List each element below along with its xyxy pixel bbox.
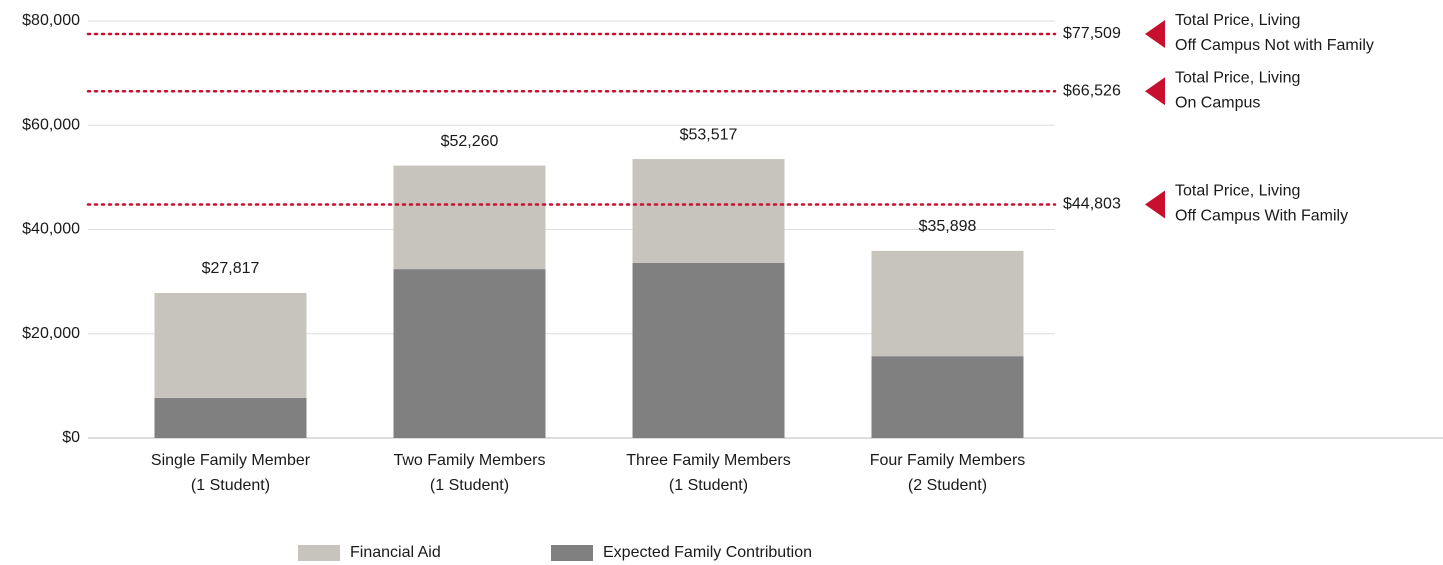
reference-pointer [1145,19,1165,48]
reference-text: Off Campus With Family [1175,208,1348,225]
y-tick-label: $80,000 [22,12,80,29]
reference-text: Off Campus Not with Family [1175,37,1374,54]
reference-value-label: $77,509 [1063,25,1121,42]
x-tick-label: Two Family Members [393,452,545,469]
bar-segment [871,356,1024,438]
y-tick-label: $0 [62,429,80,446]
bar-segment [154,397,307,438]
total-label: $52,260 [441,133,499,150]
legend-swatch [551,545,593,561]
y-tick-label: $60,000 [22,116,80,133]
x-tick-label: Single Family Member [151,452,311,469]
legend-label: Expected Family Contribution [603,544,812,561]
legend-swatch [298,545,340,561]
reference-value-label: $66,526 [1063,82,1121,99]
reference-text: Total Price, Living [1175,69,1300,86]
y-tick-label: $40,000 [22,221,80,238]
legend-label: Financial Aid [350,544,441,561]
x-tick-label: (1 Student) [669,477,748,494]
total-label: $53,517 [680,126,738,143]
x-tick-label: Three Family Members [626,452,790,469]
reference-value-label: $44,803 [1063,196,1121,213]
y-tick-label: $20,000 [22,325,80,342]
x-tick-label: (1 Student) [191,477,270,494]
reference-text: Total Price, Living [1175,183,1300,200]
bar-segment [632,262,785,438]
bar-segment [393,269,546,438]
bar-segment [393,165,546,270]
total-label: $27,817 [202,260,260,277]
reference-pointer [1145,190,1165,219]
reference-pointer [1145,77,1165,106]
bar-segment [154,293,307,398]
x-tick-label: (2 Student) [908,477,987,494]
bar-segment [871,250,1024,357]
x-tick-label: Four Family Members [870,452,1026,469]
total-label: $35,898 [919,218,977,235]
reference-text: Total Price, Living [1175,12,1300,29]
bar-segment [632,159,785,263]
x-tick-label: (1 Student) [430,477,509,494]
reference-text: On Campus [1175,94,1260,111]
